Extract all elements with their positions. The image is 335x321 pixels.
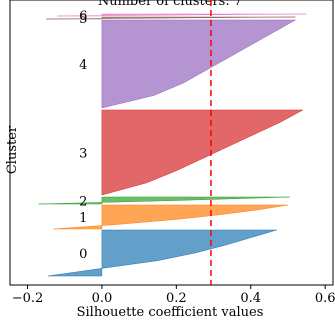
cluster-silhouette — [47, 229, 277, 277]
x-axis-label: Silhouette coefficient values — [77, 305, 264, 320]
cluster-silhouette — [57, 13, 307, 17]
cluster-label: 1 — [79, 211, 87, 226]
x-tick-label: 0.0 — [92, 291, 113, 306]
y-axis-label: Cluster — [5, 125, 20, 174]
cluster-silhouette — [101, 109, 303, 196]
cluster-label: 5 — [79, 12, 87, 27]
plot-frame — [9, 0, 334, 286]
cluster-label: 0 — [79, 247, 87, 262]
x-tick-label: −0.2 — [12, 291, 44, 306]
cluster-label: 2 — [79, 195, 87, 210]
x-tick-label: 0.4 — [240, 291, 261, 306]
cluster-label: 6 — [79, 9, 87, 24]
chart-title: Number of clusters: 7 — [98, 0, 242, 9]
x-tick-label: 0.2 — [166, 291, 187, 306]
cluster-label: 3 — [79, 147, 87, 162]
cluster-silhouette — [101, 19, 297, 109]
x-tick-label: 0.6 — [315, 291, 335, 306]
cluster-silhouette — [38, 196, 290, 205]
cluster-silhouette — [53, 204, 289, 230]
cluster-label: 4 — [79, 58, 87, 73]
